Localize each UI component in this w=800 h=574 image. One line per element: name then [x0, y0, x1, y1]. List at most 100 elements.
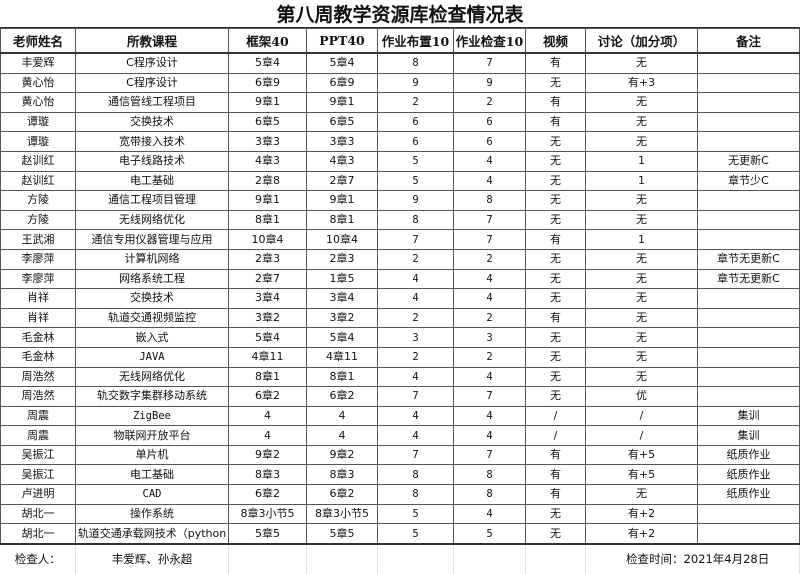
cell[interactable]: 4: [228, 405, 307, 427]
cell[interactable]: 无线网络优化: [75, 366, 229, 388]
cell[interactable]: 5: [377, 170, 454, 192]
cell[interactable]: 8章1: [306, 209, 378, 231]
column-header[interactable]: PPT40: [306, 28, 378, 54]
cell[interactable]: 2章7: [306, 170, 378, 192]
cell[interactable]: 4: [453, 405, 526, 427]
cell[interactable]: 2章3: [228, 248, 307, 270]
cell[interactable]: 9章2: [306, 444, 378, 466]
cell[interactable]: JAVA: [75, 346, 229, 368]
cell[interactable]: 6: [453, 111, 526, 133]
cell[interactable]: [697, 327, 800, 348]
cell[interactable]: 4: [306, 405, 378, 427]
cell[interactable]: 无: [525, 386, 586, 407]
cell[interactable]: 1: [585, 150, 698, 172]
cell[interactable]: 无: [585, 484, 698, 505]
cell[interactable]: 有: [525, 307, 586, 329]
cell[interactable]: 7: [453, 229, 526, 250]
cell[interactable]: 集训: [697, 405, 800, 427]
empty-cell[interactable]: [306, 543, 378, 574]
cell[interactable]: C程序设计: [75, 72, 229, 94]
cell[interactable]: [697, 523, 800, 545]
cell[interactable]: 无: [585, 307, 698, 329]
cell[interactable]: 无: [585, 346, 698, 368]
cell[interactable]: 无: [525, 288, 586, 309]
cell[interactable]: 6章2: [228, 386, 307, 407]
cell[interactable]: 有: [525, 229, 586, 250]
cell[interactable]: 无: [585, 366, 698, 388]
cell[interactable]: 有: [525, 484, 586, 505]
cell[interactable]: 2章8: [228, 170, 307, 192]
cell[interactable]: 电子线路技术: [75, 150, 229, 172]
cell[interactable]: 4: [377, 288, 454, 309]
cell[interactable]: 3: [377, 327, 454, 348]
column-header[interactable]: 作业布置10: [377, 28, 454, 54]
cell[interactable]: 8: [453, 484, 526, 505]
cell[interactable]: /: [585, 405, 698, 427]
cell[interactable]: 4: [453, 288, 526, 309]
cell[interactable]: 6章2: [306, 386, 378, 407]
cell[interactable]: 无: [525, 248, 586, 270]
cell[interactable]: 1章5: [306, 268, 378, 290]
cell[interactable]: 3章2: [228, 307, 307, 329]
cell[interactable]: 黄心怡: [0, 92, 76, 113]
cell[interactable]: 4: [453, 503, 526, 525]
cell[interactable]: 丰爱辉: [0, 52, 76, 74]
cell[interactable]: 通信工程项目管理: [75, 190, 229, 211]
cell[interactable]: 轨交数字集群移动系统: [75, 386, 229, 407]
cell[interactable]: 有: [525, 92, 586, 113]
cell[interactable]: [697, 190, 800, 211]
cell[interactable]: 无: [525, 503, 586, 525]
cell[interactable]: 2章7: [228, 268, 307, 290]
cell[interactable]: 王武湘: [0, 229, 76, 250]
cell[interactable]: 无: [525, 209, 586, 231]
cell[interactable]: 李廖萍: [0, 268, 76, 290]
cell[interactable]: 3章4: [306, 288, 378, 309]
cell[interactable]: 2: [377, 248, 454, 270]
cell[interactable]: 4: [377, 366, 454, 388]
empty-cell[interactable]: [228, 543, 307, 574]
cell[interactable]: 交换技术: [75, 111, 229, 133]
cell[interactable]: 无: [585, 288, 698, 309]
cell[interactable]: [697, 72, 800, 94]
inspectors[interactable]: 丰爱辉、孙永超: [75, 543, 229, 574]
cell[interactable]: 有+2: [585, 503, 698, 525]
cell[interactable]: 有+3: [585, 72, 698, 94]
cell[interactable]: 章节无更新C: [697, 248, 800, 270]
cell[interactable]: 毛金林: [0, 327, 76, 348]
cell[interactable]: 单片机: [75, 444, 229, 466]
cell[interactable]: 8: [377, 484, 454, 505]
cell[interactable]: [697, 346, 800, 368]
cell[interactable]: 周震: [0, 405, 76, 427]
cell[interactable]: 8章3小节5: [228, 503, 307, 525]
cell[interactable]: 周浩然: [0, 386, 76, 407]
cell[interactable]: 6: [377, 131, 454, 152]
cell[interactable]: 8: [377, 209, 454, 231]
cell[interactable]: 4章3: [306, 150, 378, 172]
cell[interactable]: 肖祥: [0, 288, 76, 309]
cell[interactable]: 2: [453, 346, 526, 368]
cell[interactable]: [697, 288, 800, 309]
cell[interactable]: 方陵: [0, 209, 76, 231]
cell[interactable]: 无线网络优化: [75, 209, 229, 231]
cell[interactable]: 无: [585, 190, 698, 211]
cell[interactable]: 1: [585, 229, 698, 250]
cell[interactable]: 8: [377, 52, 454, 74]
cell[interactable]: 毛金林: [0, 346, 76, 368]
cell[interactable]: 通信管线工程项目: [75, 92, 229, 113]
cell[interactable]: 李廖萍: [0, 248, 76, 270]
cell[interactable]: 4: [453, 268, 526, 290]
cell[interactable]: 有+5: [585, 444, 698, 466]
cell[interactable]: 有+5: [585, 464, 698, 486]
cell[interactable]: 5章5: [228, 523, 307, 545]
cell[interactable]: 4: [377, 425, 454, 446]
cell[interactable]: 6章2: [306, 484, 378, 505]
cell[interactable]: 3章3: [306, 131, 378, 152]
cell[interactable]: 8: [453, 464, 526, 486]
cell[interactable]: [697, 366, 800, 388]
cell[interactable]: 方陵: [0, 190, 76, 211]
cell[interactable]: 4: [377, 405, 454, 427]
cell[interactable]: 物联网开放平台: [75, 425, 229, 446]
cell[interactable]: 谭璇: [0, 131, 76, 152]
cell[interactable]: 4章11: [228, 346, 307, 368]
inspector-label[interactable]: 检查人：: [0, 543, 76, 574]
